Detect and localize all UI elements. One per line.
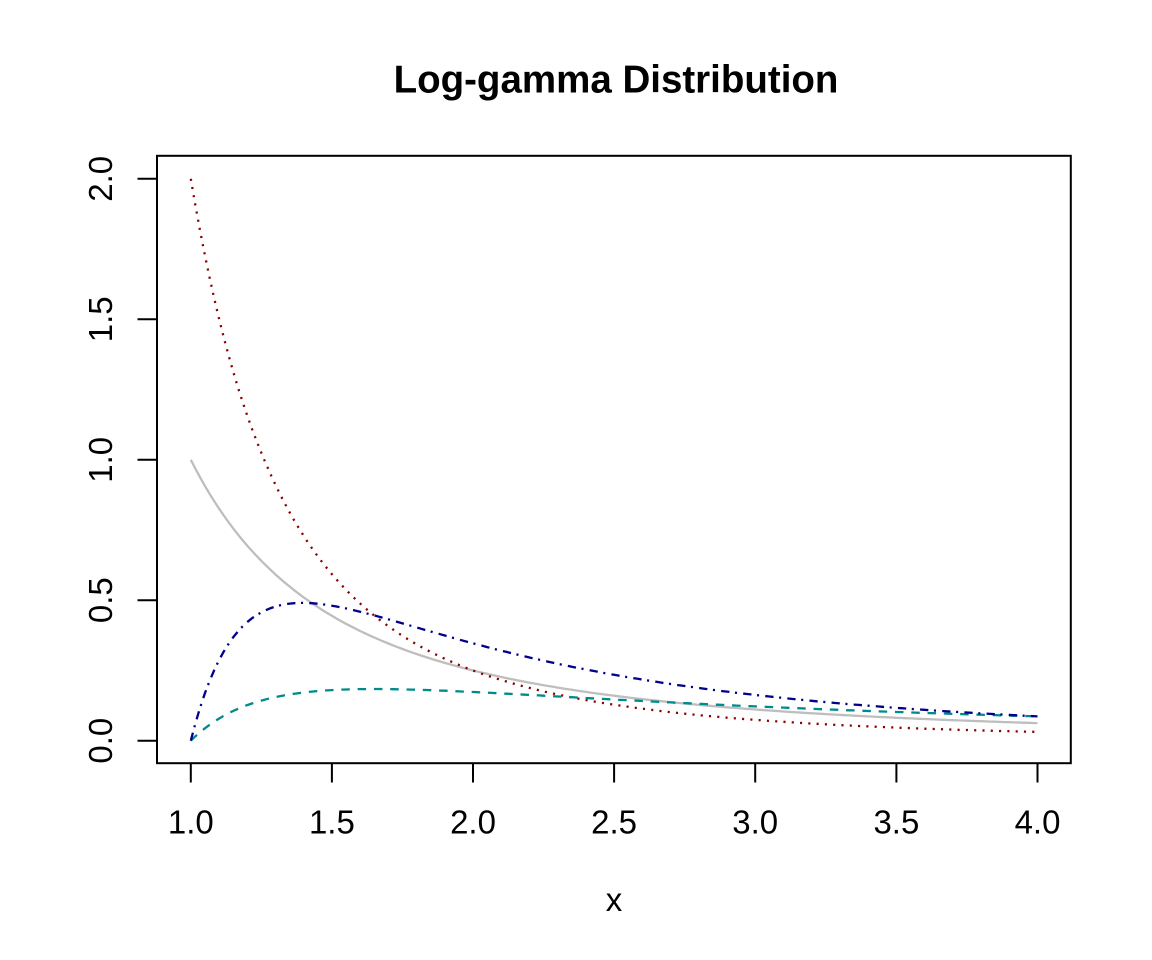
svg-text:0.5: 0.5 [82,577,119,623]
svg-text:x: x [606,881,623,918]
svg-text:2.5: 2.5 [591,804,637,841]
svg-text:3.0: 3.0 [732,804,778,841]
svg-text:2.0: 2.0 [82,156,119,202]
svg-text:1.0: 1.0 [82,437,119,483]
svg-text:1.5: 1.5 [82,296,119,342]
svg-text:2.0: 2.0 [450,804,496,841]
svg-text:0.0: 0.0 [82,718,119,764]
svg-text:1.5: 1.5 [309,804,355,841]
svg-text:Log-gamma Distribution: Log-gamma Distribution [394,59,839,102]
svg-text:3.5: 3.5 [873,804,919,841]
svg-text:1.0: 1.0 [168,804,214,841]
svg-text:4.0: 4.0 [1015,804,1061,841]
